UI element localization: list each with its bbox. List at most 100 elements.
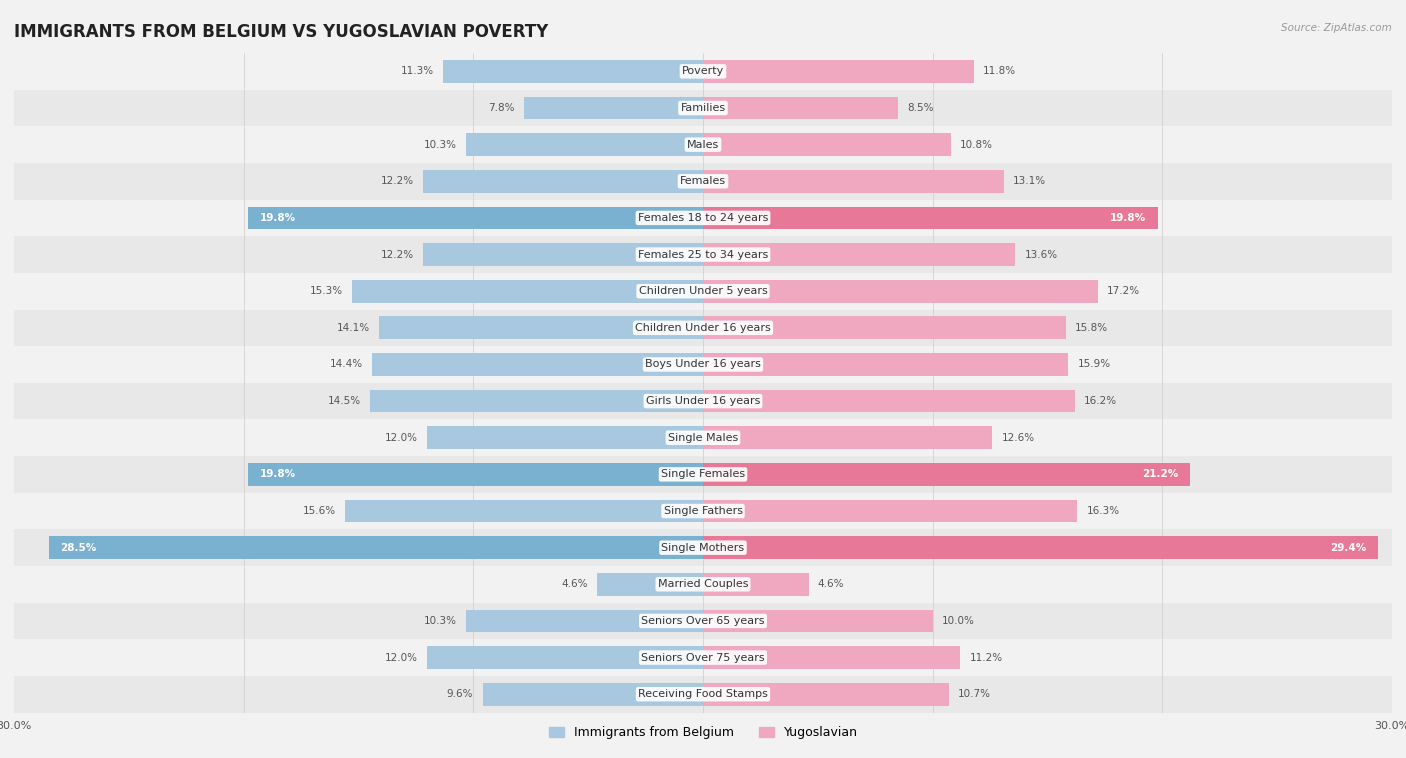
Bar xyxy=(380,317,703,339)
Text: 19.8%: 19.8% xyxy=(1111,213,1146,223)
Text: Females 18 to 24 years: Females 18 to 24 years xyxy=(638,213,768,223)
Bar xyxy=(14,639,1392,676)
Text: Married Couples: Married Couples xyxy=(658,579,748,589)
Bar xyxy=(14,566,1392,603)
Bar xyxy=(482,683,703,706)
Text: 14.5%: 14.5% xyxy=(328,396,361,406)
Text: Families: Families xyxy=(681,103,725,113)
Text: 17.2%: 17.2% xyxy=(1107,287,1140,296)
Text: 11.8%: 11.8% xyxy=(983,67,1017,77)
Bar xyxy=(703,647,960,669)
Bar xyxy=(703,683,949,706)
Text: Single Males: Single Males xyxy=(668,433,738,443)
Text: 12.2%: 12.2% xyxy=(381,249,413,259)
Text: Males: Males xyxy=(688,139,718,149)
Text: Boys Under 16 years: Boys Under 16 years xyxy=(645,359,761,369)
Text: Females 25 to 34 years: Females 25 to 34 years xyxy=(638,249,768,259)
Text: Single Females: Single Females xyxy=(661,469,745,479)
Text: 15.9%: 15.9% xyxy=(1077,359,1111,369)
Text: 8.5%: 8.5% xyxy=(907,103,934,113)
Text: Children Under 16 years: Children Under 16 years xyxy=(636,323,770,333)
Bar xyxy=(703,97,898,119)
Bar xyxy=(703,573,808,596)
Bar xyxy=(14,273,1392,309)
Bar xyxy=(598,573,703,596)
Text: Girls Under 16 years: Girls Under 16 years xyxy=(645,396,761,406)
Text: 15.8%: 15.8% xyxy=(1076,323,1108,333)
Bar xyxy=(14,53,1392,89)
Text: 14.1%: 14.1% xyxy=(337,323,370,333)
Bar xyxy=(344,500,703,522)
Text: Poverty: Poverty xyxy=(682,67,724,77)
Bar xyxy=(703,390,1076,412)
Bar xyxy=(14,603,1392,639)
Text: IMMIGRANTS FROM BELGIUM VS YUGOSLAVIAN POVERTY: IMMIGRANTS FROM BELGIUM VS YUGOSLAVIAN P… xyxy=(14,23,548,41)
Text: 10.3%: 10.3% xyxy=(425,616,457,626)
Bar xyxy=(14,89,1392,127)
Bar xyxy=(703,170,1004,193)
Text: 12.6%: 12.6% xyxy=(1001,433,1035,443)
Text: 11.3%: 11.3% xyxy=(401,67,434,77)
Bar xyxy=(14,493,1392,529)
Bar xyxy=(14,199,1392,236)
Text: 15.3%: 15.3% xyxy=(309,287,343,296)
Bar xyxy=(524,97,703,119)
Text: Single Fathers: Single Fathers xyxy=(664,506,742,516)
Text: 13.6%: 13.6% xyxy=(1025,249,1057,259)
Text: 10.0%: 10.0% xyxy=(942,616,974,626)
Text: Source: ZipAtlas.com: Source: ZipAtlas.com xyxy=(1281,23,1392,33)
Text: 28.5%: 28.5% xyxy=(60,543,96,553)
Bar xyxy=(703,463,1189,486)
Bar xyxy=(427,427,703,449)
Text: 9.6%: 9.6% xyxy=(447,689,474,699)
Text: 10.3%: 10.3% xyxy=(425,139,457,149)
Text: 19.8%: 19.8% xyxy=(260,213,295,223)
Bar xyxy=(370,390,703,412)
Text: 13.1%: 13.1% xyxy=(1012,177,1046,186)
Bar xyxy=(14,127,1392,163)
Text: 4.6%: 4.6% xyxy=(561,579,588,589)
Text: 29.4%: 29.4% xyxy=(1330,543,1367,553)
Bar xyxy=(467,609,703,632)
Bar xyxy=(703,133,950,156)
Bar xyxy=(14,419,1392,456)
Bar xyxy=(423,243,703,266)
Text: 12.0%: 12.0% xyxy=(385,653,418,662)
Text: 4.6%: 4.6% xyxy=(818,579,845,589)
Bar xyxy=(703,317,1066,339)
Bar xyxy=(14,163,1392,199)
Bar xyxy=(14,236,1392,273)
Bar xyxy=(14,529,1392,566)
Bar xyxy=(427,647,703,669)
Bar xyxy=(467,133,703,156)
Bar xyxy=(14,309,1392,346)
Bar xyxy=(443,60,703,83)
Bar xyxy=(14,383,1392,419)
Bar xyxy=(14,676,1392,713)
Text: 16.3%: 16.3% xyxy=(1087,506,1119,516)
Text: 19.8%: 19.8% xyxy=(260,469,295,479)
Bar xyxy=(48,537,703,559)
Bar xyxy=(373,353,703,376)
Bar xyxy=(423,170,703,193)
Bar xyxy=(14,456,1392,493)
Text: 10.8%: 10.8% xyxy=(960,139,993,149)
Bar xyxy=(249,207,703,229)
Bar xyxy=(703,280,1098,302)
Legend: Immigrants from Belgium, Yugoslavian: Immigrants from Belgium, Yugoslavian xyxy=(548,726,858,739)
Bar xyxy=(703,427,993,449)
Text: 12.2%: 12.2% xyxy=(381,177,413,186)
Text: 15.6%: 15.6% xyxy=(302,506,336,516)
Bar xyxy=(14,346,1392,383)
Text: Children Under 5 years: Children Under 5 years xyxy=(638,287,768,296)
Text: 21.2%: 21.2% xyxy=(1142,469,1178,479)
Bar xyxy=(703,537,1378,559)
Bar xyxy=(703,60,974,83)
Text: 11.2%: 11.2% xyxy=(969,653,1002,662)
Text: Seniors Over 65 years: Seniors Over 65 years xyxy=(641,616,765,626)
Text: 12.0%: 12.0% xyxy=(385,433,418,443)
Bar xyxy=(352,280,703,302)
Text: 14.4%: 14.4% xyxy=(330,359,363,369)
Bar xyxy=(703,609,932,632)
Text: Single Mothers: Single Mothers xyxy=(661,543,745,553)
